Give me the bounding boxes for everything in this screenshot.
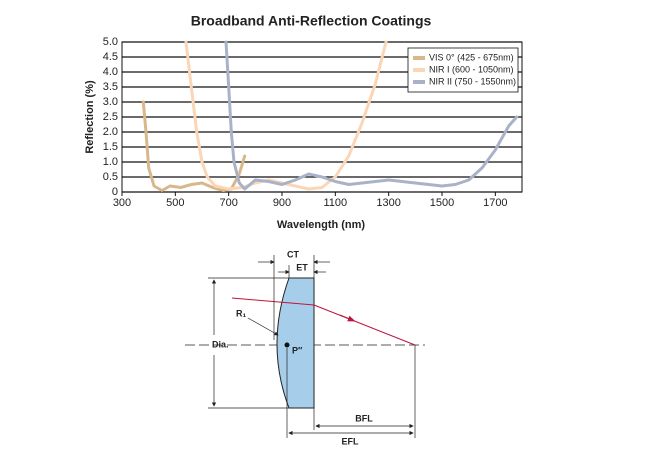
chart-title: Broadband Anti-Reflection Coatings <box>191 13 432 29</box>
leader-line <box>247 317 279 336</box>
y-tick-label: 1.5 <box>103 141 118 153</box>
y-tick-label: 0 <box>112 186 118 198</box>
y-tick-label: 4.5 <box>103 51 118 63</box>
bfl-label: BFL <box>355 413 373 423</box>
x-axis-label: Wavelength (nm) <box>277 219 366 231</box>
y-tick-label: 2.5 <box>103 111 118 123</box>
legend-label: NIR I (600 - 1050nm) <box>429 64 514 74</box>
series-line <box>224 40 519 191</box>
x-tick-label: 700 <box>219 197 237 209</box>
legend-label: NIR II (750 - 1550nm) <box>429 76 516 86</box>
ray-in <box>231 297 315 306</box>
y-tick-label: 0.5 <box>103 171 118 183</box>
y-tick-label: 2.0 <box>103 126 118 138</box>
x-tick-label: 1300 <box>376 197 400 209</box>
r1-label: R₁ <box>236 308 246 318</box>
y-tick-label: 1.0 <box>103 156 118 168</box>
legend-label: VIS 0° (425 - 675nm) <box>429 52 514 62</box>
y-tick-label: 3.0 <box>103 96 118 108</box>
y-axis-label: Reflection (%) <box>84 80 96 154</box>
x-tick-label: 1700 <box>483 197 507 209</box>
p-label: P″ <box>292 345 303 355</box>
efl-label: EFL <box>342 436 360 446</box>
ct-label: CT <box>287 249 299 259</box>
ray-arrow <box>339 314 356 322</box>
series-line <box>184 40 388 191</box>
plot: 0 0.5 1.0 1.5 2.0 2.5 3.0 3.5 4.0 4.5 5.0 300 500 700… <box>103 36 523 209</box>
x-tick-label: 1500 <box>430 197 454 209</box>
legend-box <box>407 47 519 93</box>
y-tick-label: 5.0 <box>103 36 118 48</box>
y-tick-label: 3.5 <box>103 81 118 93</box>
dia-label: Dia. <box>212 339 229 349</box>
x-tick-label: 300 <box>113 197 131 209</box>
x-tick-label: 1100 <box>324 197 348 209</box>
x-tick-label: 500 <box>166 197 184 209</box>
et-label: ET <box>296 262 308 272</box>
y-tick-label: 4.0 <box>103 66 118 78</box>
principal-point <box>284 342 290 348</box>
lens <box>276 277 315 409</box>
x-tick-label: 900 <box>273 197 291 209</box>
ray-out <box>313 304 416 346</box>
lens-diagram: CT ET R₁ Dia. P″ BFL EFL <box>185 249 425 446</box>
